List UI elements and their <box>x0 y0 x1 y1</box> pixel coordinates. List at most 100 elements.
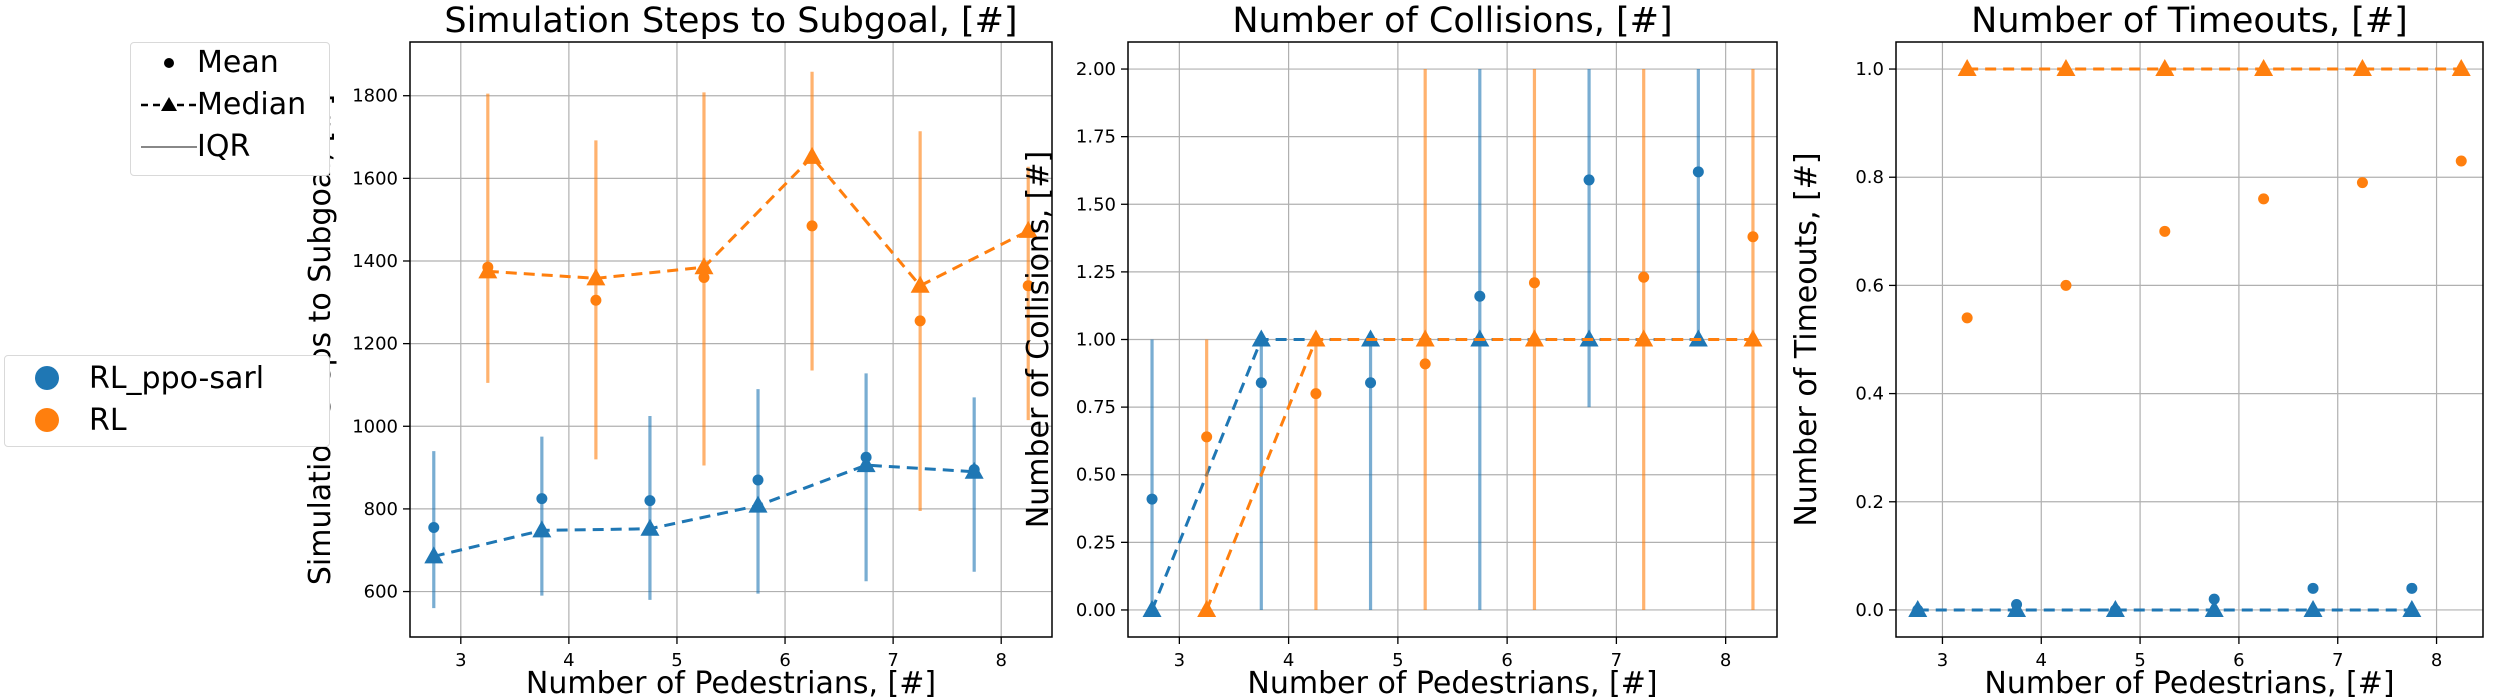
median-line <box>433 463 975 558</box>
legend-item-rl: RL <box>33 402 127 438</box>
median-marker <box>1142 599 1162 617</box>
legend-label-iqr: IQR <box>197 129 251 164</box>
y-tick-label: 0.25 <box>1076 532 1116 553</box>
median-marker <box>1415 329 1435 347</box>
y-tick-label: 0.00 <box>1076 600 1116 621</box>
line-icon <box>131 132 197 162</box>
x-axis-label: Number of Pedestrians, [#] <box>1247 666 1657 700</box>
y-tick-label: 1.50 <box>1076 194 1116 215</box>
median-marker <box>1306 329 1326 347</box>
chart-title: Number of Timeouts, [#] <box>1971 1 2408 41</box>
median-line <box>1205 338 1753 611</box>
mean-marker <box>1528 277 1540 289</box>
x-axis-label: Number of Pedestrians, [#] <box>526 666 936 700</box>
series-RL_ppo-sarl <box>424 373 984 609</box>
chart-panel-3 <box>1889 41 2484 644</box>
mean-marker <box>2109 604 2121 616</box>
y-axis-label: Number of Timeouts, [#] <box>1789 152 1824 526</box>
median-marker <box>2402 599 2422 617</box>
x-tick-label: 7 <box>2332 650 2343 671</box>
legend-item-median: Median <box>131 87 306 122</box>
mean-marker <box>2406 582 2418 594</box>
x-tick-label: 7 <box>1611 650 1622 671</box>
mean-marker <box>2258 193 2270 205</box>
series-RL_ppo-sarl <box>1908 582 2422 617</box>
median-marker <box>802 146 822 164</box>
median-marker <box>694 257 714 275</box>
mean-marker <box>1310 388 1322 400</box>
x-tick-label: 4 <box>1283 650 1294 671</box>
y-tick-label: 600 <box>364 582 398 603</box>
x-tick-label: 4 <box>2036 650 2047 671</box>
y-tick-label: 0.2 <box>1855 492 1884 513</box>
legend-label-rl-ppo-sarl: RL_ppo-sarl <box>89 360 265 396</box>
y-tick-label: 1.0 <box>1855 59 1884 80</box>
median-marker <box>640 518 660 536</box>
mean-marker <box>2356 177 2368 189</box>
mean-marker <box>2159 225 2171 237</box>
x-tick-label: 5 <box>2134 650 2145 671</box>
y-tick-label: 0.8 <box>1855 167 1884 188</box>
median-marker <box>748 495 768 513</box>
y-tick-label: 1.25 <box>1076 262 1116 283</box>
mean-marker <box>1419 358 1431 370</box>
y-tick-label: 0.0 <box>1855 600 1884 621</box>
y-tick-label: 0.6 <box>1855 275 1884 296</box>
circle-icon <box>33 402 89 438</box>
mean-marker <box>968 464 980 476</box>
axes-frame <box>409 41 1053 638</box>
median-marker <box>424 546 444 564</box>
mean-marker <box>1474 290 1486 302</box>
y-tick-label: 1.75 <box>1076 127 1116 148</box>
x-tick-label: 3 <box>1174 650 1185 671</box>
series-RL <box>1957 59 2471 324</box>
y-tick-label: 1400 <box>352 251 398 272</box>
median-marker <box>532 520 552 538</box>
series-RL <box>1197 69 1763 617</box>
mean-marker <box>428 522 440 534</box>
median-marker <box>2155 59 2175 77</box>
x-tick-label: 6 <box>2233 650 2244 671</box>
mean-marker <box>1638 271 1650 283</box>
legend-item-mean: Mean <box>131 45 279 80</box>
mean-marker <box>1365 377 1377 389</box>
mean-marker <box>914 315 926 327</box>
mean-marker <box>752 474 764 486</box>
median-marker <box>1957 59 1977 77</box>
x-axis-label: Number of Pedestrians, [#] <box>1984 666 2394 700</box>
series-legend: RL_ppo-sarl RL <box>4 355 330 447</box>
legend-item-rl-ppo-sarl: RL_ppo-sarl <box>33 360 264 396</box>
median-marker <box>1197 599 1217 617</box>
series-RL <box>478 71 1038 511</box>
y-tick-label: 0.50 <box>1076 465 1116 486</box>
dot-icon <box>131 48 197 78</box>
median-marker <box>2352 59 2372 77</box>
mean-marker <box>698 272 710 284</box>
median-marker <box>1251 329 1271 347</box>
mean-marker <box>806 220 818 232</box>
median-marker <box>910 275 930 293</box>
legend-label-rl: RL <box>89 402 127 438</box>
stats-legend: Mean Median IQR <box>130 42 330 176</box>
median-marker <box>586 268 606 286</box>
chart-panel-2 <box>1121 41 1778 644</box>
dashed-triangle-icon <box>131 90 197 120</box>
mean-marker <box>2307 582 2319 594</box>
median-marker <box>2204 599 2224 617</box>
mean-marker <box>2011 599 2023 611</box>
x-tick-label: 6 <box>779 650 790 671</box>
legend-item-iqr: IQR <box>131 129 250 164</box>
mean-marker <box>1255 377 1267 389</box>
mean-marker <box>1961 312 1973 324</box>
legend-label-mean: Mean <box>197 45 279 80</box>
y-tick-label: 1.00 <box>1076 330 1116 351</box>
mean-marker <box>1692 166 1704 178</box>
median-marker <box>2303 599 2323 617</box>
mean-marker <box>590 294 602 306</box>
mean-marker <box>860 451 872 463</box>
legend-label-median: Median <box>197 87 307 122</box>
chart-title: Simulation Steps to Subgoal, [#] <box>444 1 1017 41</box>
median-marker <box>2254 59 2274 77</box>
median-marker <box>2451 59 2471 77</box>
